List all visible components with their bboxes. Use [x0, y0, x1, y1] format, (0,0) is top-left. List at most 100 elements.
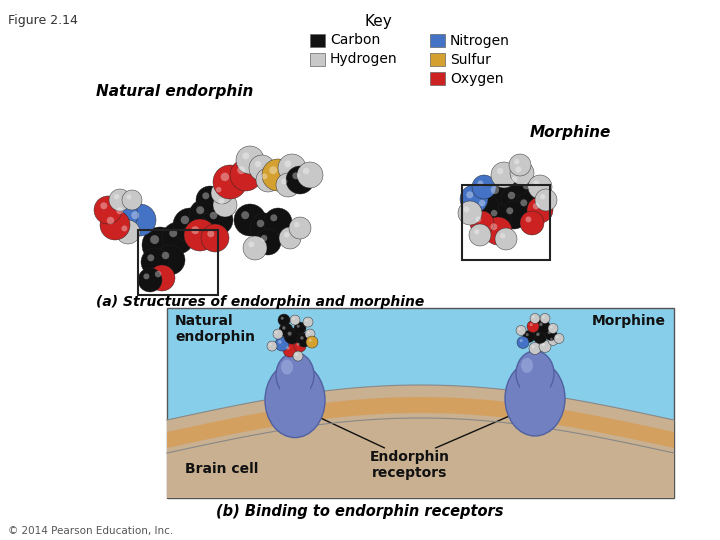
Circle shape	[124, 204, 156, 236]
Circle shape	[300, 336, 304, 340]
Circle shape	[305, 319, 307, 322]
Circle shape	[282, 178, 287, 184]
Circle shape	[216, 187, 222, 192]
Circle shape	[284, 160, 292, 167]
Circle shape	[262, 159, 294, 191]
Circle shape	[520, 339, 523, 342]
Circle shape	[548, 335, 558, 346]
Circle shape	[143, 273, 150, 279]
Circle shape	[230, 159, 262, 191]
Circle shape	[469, 224, 491, 246]
Circle shape	[491, 210, 498, 217]
Ellipse shape	[276, 353, 314, 397]
Circle shape	[292, 172, 300, 179]
Bar	[430, 34, 445, 47]
Circle shape	[275, 332, 278, 334]
Circle shape	[303, 317, 313, 327]
Circle shape	[192, 226, 199, 234]
Circle shape	[273, 329, 283, 339]
Circle shape	[294, 222, 300, 227]
Circle shape	[506, 171, 530, 195]
Circle shape	[484, 217, 512, 245]
Circle shape	[284, 328, 300, 344]
Circle shape	[155, 271, 161, 278]
Circle shape	[162, 252, 169, 259]
Circle shape	[257, 220, 264, 227]
Circle shape	[532, 316, 535, 318]
Circle shape	[516, 166, 521, 172]
Circle shape	[550, 326, 553, 328]
Circle shape	[517, 177, 543, 203]
Circle shape	[201, 224, 229, 252]
Circle shape	[110, 201, 138, 229]
Circle shape	[173, 208, 207, 242]
Bar	[520, 383, 550, 403]
Circle shape	[517, 336, 529, 348]
Circle shape	[508, 192, 516, 199]
Circle shape	[141, 248, 169, 276]
Text: (b) Binding to endorphin receptors: (b) Binding to endorphin receptors	[216, 504, 504, 519]
Circle shape	[243, 236, 267, 260]
Circle shape	[211, 182, 233, 204]
Circle shape	[295, 353, 298, 356]
Circle shape	[540, 194, 546, 199]
Circle shape	[236, 146, 264, 174]
Circle shape	[531, 345, 535, 348]
Circle shape	[473, 194, 499, 220]
Circle shape	[501, 185, 531, 215]
Circle shape	[94, 196, 122, 224]
Circle shape	[516, 326, 526, 335]
Circle shape	[540, 313, 550, 323]
Circle shape	[548, 331, 551, 334]
Circle shape	[460, 185, 488, 213]
Polygon shape	[167, 385, 674, 498]
Circle shape	[237, 166, 246, 174]
Circle shape	[148, 254, 154, 261]
Circle shape	[255, 161, 261, 167]
Circle shape	[138, 268, 162, 292]
Circle shape	[202, 192, 210, 199]
Circle shape	[196, 206, 204, 214]
Text: Morphine: Morphine	[592, 314, 666, 328]
Circle shape	[149, 265, 175, 291]
Circle shape	[290, 315, 300, 325]
Circle shape	[107, 217, 114, 224]
Circle shape	[267, 341, 277, 351]
Text: Natural endorphin: Natural endorphin	[96, 84, 253, 99]
Circle shape	[521, 199, 527, 206]
Circle shape	[491, 162, 517, 188]
Circle shape	[100, 210, 130, 240]
Circle shape	[284, 232, 289, 238]
Circle shape	[127, 194, 132, 199]
Circle shape	[297, 325, 300, 328]
Polygon shape	[167, 397, 674, 448]
Circle shape	[557, 336, 559, 338]
Circle shape	[474, 229, 480, 234]
Circle shape	[297, 162, 323, 188]
Circle shape	[535, 189, 557, 211]
Text: Figure 2.14: Figure 2.14	[8, 14, 78, 27]
Circle shape	[289, 217, 311, 239]
Circle shape	[550, 338, 553, 340]
Circle shape	[218, 198, 225, 205]
Circle shape	[100, 202, 107, 210]
Circle shape	[470, 211, 494, 235]
Bar	[430, 72, 445, 85]
Circle shape	[276, 173, 300, 197]
Circle shape	[500, 201, 528, 229]
Circle shape	[490, 224, 498, 230]
Circle shape	[162, 222, 194, 254]
Circle shape	[294, 340, 306, 352]
Circle shape	[520, 211, 544, 235]
Bar	[310, 53, 325, 66]
Circle shape	[294, 322, 306, 334]
Circle shape	[464, 206, 469, 212]
Circle shape	[527, 197, 553, 223]
Circle shape	[530, 323, 533, 326]
Circle shape	[150, 235, 159, 244]
Circle shape	[261, 235, 267, 241]
Circle shape	[548, 323, 558, 333]
Circle shape	[286, 166, 314, 194]
Circle shape	[297, 333, 311, 347]
Circle shape	[533, 329, 547, 343]
